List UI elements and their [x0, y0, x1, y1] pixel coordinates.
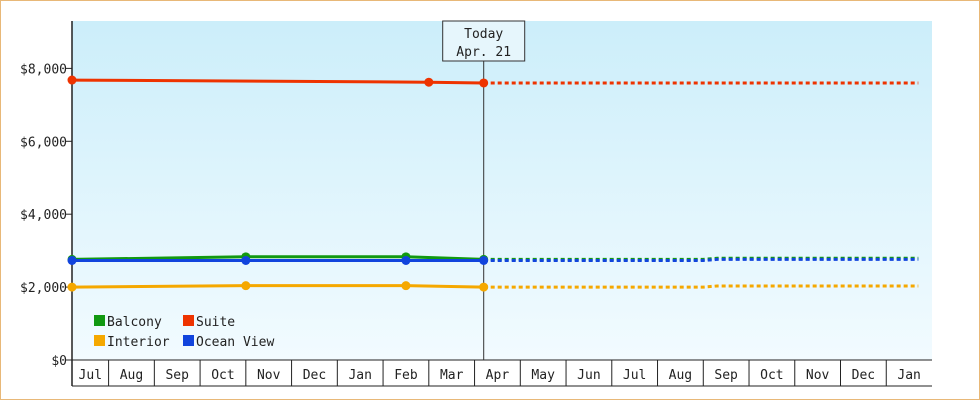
- x-tick-label: Aug: [120, 368, 143, 383]
- y-axis: $0 $2,000 $4,000 $6,000 $8,000: [20, 21, 73, 386]
- y-tick-label: $6,000: [20, 135, 67, 150]
- y-tick-label: $8,000: [20, 62, 67, 77]
- plot-area: [72, 21, 932, 360]
- data-point-suite: [424, 77, 434, 87]
- x-tick-label: Nov: [806, 368, 830, 383]
- legend-label-suite: Suite: [196, 315, 235, 330]
- y-tick-label: $2,000: [20, 281, 67, 296]
- series-projection-interior: [483, 284, 919, 289]
- legend-swatch-interior: [94, 335, 105, 346]
- legend-label-ocean-view: Ocean View: [196, 335, 274, 350]
- legend: Balcony Suite Interior Ocean View: [94, 315, 274, 350]
- legend-swatch-suite: [183, 315, 194, 326]
- x-tick-label: Aug: [669, 368, 692, 383]
- series-lines: [67, 75, 919, 292]
- x-tick-label: Jan: [897, 368, 920, 383]
- today-date-label: Apr. 21: [456, 45, 511, 60]
- y-tick-label: $4,000: [20, 208, 67, 223]
- x-tick-label: Dec: [852, 368, 875, 383]
- y-tick-label: $0: [51, 354, 67, 369]
- series-suite: [67, 75, 919, 88]
- data-point-interior: [241, 281, 251, 291]
- data-point-suite: [67, 75, 77, 85]
- legend-label-balcony: Balcony: [107, 315, 162, 330]
- x-tick-label: May: [531, 368, 555, 383]
- x-tick-label: Oct: [760, 368, 783, 383]
- x-tick-label: Nov: [257, 368, 281, 383]
- x-tick-label: Mar: [440, 368, 464, 383]
- data-point-ocean-view: [401, 255, 411, 265]
- x-tick-label: Jul: [623, 368, 646, 383]
- series-line-interior: [71, 284, 484, 289]
- data-point-ocean-view: [241, 255, 251, 265]
- data-point-interior: [401, 281, 411, 291]
- x-tick-label: Oct: [211, 368, 234, 383]
- x-tick-label: Sep: [165, 368, 189, 383]
- data-point-ocean-view: [67, 255, 77, 265]
- x-tick-label: Jul: [79, 368, 102, 383]
- series-projection-ocean-view: [483, 257, 919, 262]
- data-point-interior: [67, 282, 77, 292]
- today-label: Today: [464, 27, 503, 42]
- x-tick-label: Jan: [348, 368, 371, 383]
- legend-swatch-ocean-view: [183, 335, 194, 346]
- data-point-ocean-view: [479, 255, 489, 265]
- today-label-box: [442, 20, 526, 62]
- x-tick-label: Jun: [577, 368, 600, 383]
- x-tick-label: Sep: [714, 368, 738, 383]
- data-point-suite: [479, 78, 489, 88]
- series-interior: [67, 281, 919, 292]
- legend-label-interior: Interior: [107, 335, 170, 350]
- x-tick-label: Feb: [394, 368, 418, 383]
- series-line-balcony: [71, 255, 484, 261]
- x-tick-label: Dec: [303, 368, 326, 383]
- x-axis: Jul Aug Sep Oct Nov Dec Jan Feb Mar Apr May Jun Jul A…: [72, 359, 932, 387]
- today-marker: Today Apr. 21: [442, 20, 526, 360]
- legend-swatch-balcony: [94, 315, 105, 326]
- x-tick-label: Apr: [486, 368, 510, 383]
- series-ocean-view: [67, 255, 919, 265]
- data-point-interior: [479, 282, 489, 292]
